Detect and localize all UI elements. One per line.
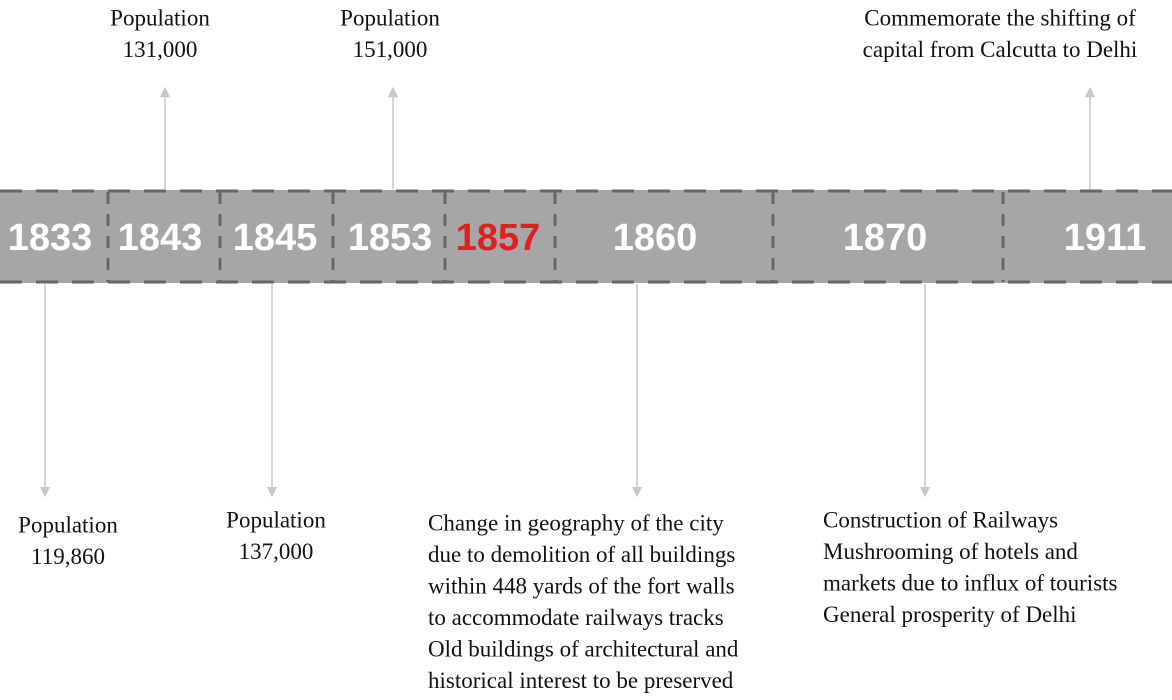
year-label: 1845 xyxy=(233,217,318,259)
year-label: 1833 xyxy=(8,217,93,259)
note: Commemorate the shifting of xyxy=(864,5,1136,30)
year-label: 1857 xyxy=(456,217,541,259)
note: 131,000 xyxy=(123,37,198,62)
note: due to demolition of all buildings xyxy=(428,542,735,567)
year-label: 1911 xyxy=(1064,217,1146,259)
note: to accommodate railways tracks xyxy=(428,605,724,630)
note: markets due to influx of tourists xyxy=(823,570,1118,595)
note: capital from Calcutta to Delhi xyxy=(863,37,1138,62)
note: Population xyxy=(18,512,118,537)
note: Construction of Railways xyxy=(823,507,1058,532)
timeline-bar xyxy=(0,190,1172,283)
note: within 448 yards of the fort walls xyxy=(428,573,735,598)
year-label: 1860 xyxy=(613,217,698,259)
note: Change in geography of the city xyxy=(428,510,724,535)
note: Mushrooming of hotels and xyxy=(823,539,1078,564)
note: Population xyxy=(110,5,210,30)
note: General prosperity of Delhi xyxy=(823,602,1077,627)
note: 119,860 xyxy=(31,544,105,569)
note: Population xyxy=(340,5,440,30)
note: Population xyxy=(226,507,326,532)
note: 151,000 xyxy=(353,37,428,62)
note: 137,000 xyxy=(239,539,314,564)
year-label: 1870 xyxy=(843,217,928,259)
note: historical interest to be preserved xyxy=(428,668,734,693)
note: Old buildings of architectural and xyxy=(428,636,739,661)
year-label: 1843 xyxy=(118,217,203,259)
year-label: 1853 xyxy=(348,217,433,259)
